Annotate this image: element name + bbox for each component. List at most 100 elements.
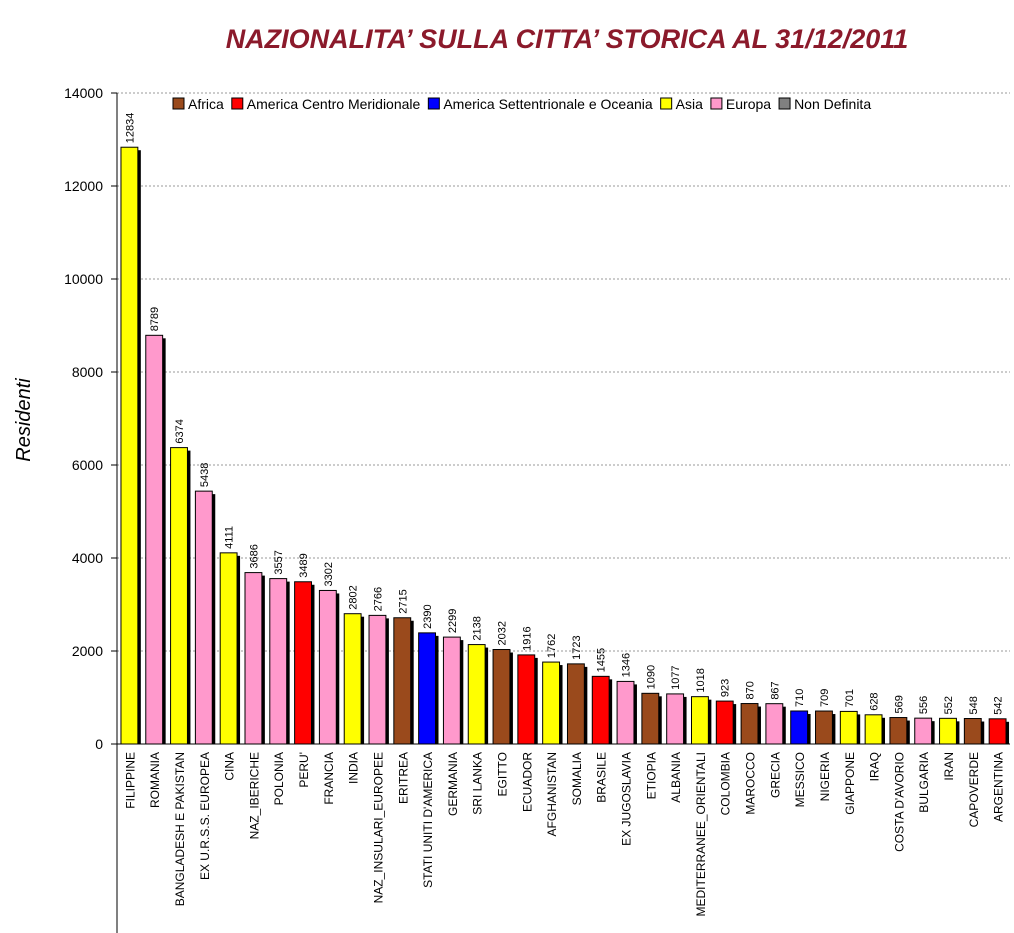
x-tick-label: MESSICO: [793, 752, 807, 807]
y-tick-label: 14000: [64, 85, 103, 101]
x-tick-label: GERMANIA: [446, 752, 460, 816]
legend-swatch: [710, 97, 723, 110]
value-label: 1455: [596, 648, 608, 672]
value-label: 1916: [521, 626, 533, 650]
bar: [318, 589, 337, 745]
value-label: 710: [794, 689, 806, 707]
value-label: 923: [720, 679, 732, 697]
legend-swatch: [778, 97, 791, 110]
bar: [368, 614, 387, 745]
value-label: 2299: [447, 609, 459, 633]
legend-label: Asia: [676, 96, 703, 112]
bar: [145, 334, 164, 745]
bar: [542, 661, 561, 745]
bar: [120, 146, 139, 745]
value-label: 548: [968, 696, 980, 714]
bar: [517, 654, 536, 745]
value-label: 1346: [621, 653, 633, 677]
x-tick-label: POLONIA: [272, 752, 286, 805]
value-label: 2802: [348, 585, 360, 609]
y-tick-label: 2000: [72, 643, 103, 659]
y-tick-label: 0: [95, 736, 103, 752]
value-label: 556: [918, 696, 930, 714]
bar: [939, 717, 957, 745]
x-tick-label: ARGENTINA: [992, 752, 1006, 822]
x-tick-label: PERU': [297, 752, 311, 788]
value-label: 1018: [695, 668, 707, 692]
x-tick-label: ROMANIA: [148, 752, 162, 808]
value-label: 6374: [174, 419, 186, 443]
x-tick-label: EX JUGOSLAVIA: [620, 752, 634, 846]
value-label: 1723: [571, 635, 583, 659]
value-label: 2766: [372, 587, 384, 611]
value-label: 12834: [124, 113, 136, 144]
x-tick-label: NIGERIA: [818, 752, 832, 801]
x-tick-label: COSTA D'AVORIO: [892, 752, 906, 852]
bar: [864, 714, 883, 745]
value-label: 701: [844, 689, 856, 707]
x-tick-label: NAZ_INSULARI_EUROPEE: [371, 752, 385, 903]
value-label: 5438: [199, 463, 211, 487]
value-label: 3686: [248, 544, 260, 568]
bar: [988, 718, 1007, 745]
bar: [170, 447, 188, 745]
bar: [467, 644, 486, 745]
value-label: 870: [745, 681, 757, 699]
value-label: 3557: [273, 550, 285, 574]
value-label: 4111: [224, 526, 236, 549]
bar: [790, 710, 809, 745]
bar: [666, 693, 685, 745]
legend-label: Africa: [188, 96, 224, 112]
x-tick-label: GIAPPONE: [843, 752, 857, 815]
bar: [765, 703, 784, 745]
chart-title: NAZIONALITA’ SULLA CITTA’ STORICA AL 31/…: [226, 24, 909, 54]
x-tick-label: IRAQ: [868, 752, 882, 781]
legend-label: America Centro Meridionale: [247, 96, 421, 112]
x-tick-label: EGITTO: [495, 752, 509, 796]
x-tick-label: CAPOVERDE: [967, 752, 981, 827]
legend-swatch: [660, 97, 673, 110]
bar: [566, 663, 585, 745]
x-tick-label: IRAN: [942, 752, 956, 781]
y-tick-label: 8000: [72, 364, 103, 380]
value-label: 569: [893, 695, 905, 713]
x-tick-label: ERITREA: [396, 752, 410, 804]
x-tick-label: AFGHANISTAN: [545, 752, 559, 836]
x-tick-label: BRASILE: [595, 752, 609, 803]
value-label: 2715: [397, 589, 409, 613]
x-tick-label: NAZ_IBERICHE: [247, 752, 261, 839]
x-tick-label: ECUADOR: [520, 752, 534, 812]
bar: [343, 613, 362, 745]
legend-label: America Settentrionale e Oceania: [443, 96, 653, 112]
bar: [914, 717, 933, 745]
y-tick-label: 12000: [64, 178, 103, 194]
value-label: 542: [993, 696, 1005, 714]
x-tick-label: FILIPPINE: [123, 752, 137, 809]
y-tick-label: 6000: [72, 457, 103, 473]
bar: [740, 703, 759, 745]
bar: [442, 636, 461, 745]
value-label: 1090: [645, 665, 657, 689]
value-label: 2032: [496, 621, 508, 645]
x-tick-label: ETIOPIA: [644, 752, 658, 799]
bar: [492, 649, 511, 745]
bar: [839, 710, 858, 745]
x-tick-label: GRECIA: [768, 752, 782, 798]
value-label: 2390: [422, 604, 434, 628]
value-label: 3302: [323, 562, 335, 586]
value-label: 552: [943, 696, 955, 714]
bar: [591, 675, 610, 745]
value-label: 1762: [546, 634, 558, 658]
x-tick-label: CINA: [223, 752, 237, 781]
bar: [715, 700, 734, 745]
x-tick-label: SRI LANKA: [471, 752, 485, 815]
x-tick-label: ALBANIA: [669, 752, 683, 803]
bar: [219, 552, 238, 745]
bar: [393, 617, 412, 745]
legend-swatch: [231, 97, 244, 110]
x-tick-label: BANGLADESH E PAKISTAN: [173, 752, 187, 906]
x-tick-label: MEDITERRANEE_ORIENTALI: [694, 752, 708, 916]
bar: [690, 696, 709, 745]
x-tick-label: MAROCCO: [744, 752, 758, 815]
